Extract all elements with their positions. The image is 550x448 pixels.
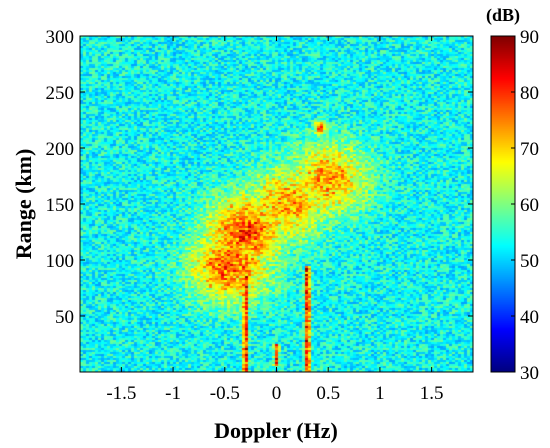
heatmap-plot: [80, 36, 473, 372]
y-tick-label: 100: [46, 251, 75, 272]
colorbar-tick-label: 50: [520, 251, 539, 272]
y-axis: 50 100 150 200 250 300: [46, 27, 473, 328]
x-tick-label: 1.5: [420, 383, 444, 404]
x-axis-title: Doppler (Hz): [214, 418, 338, 443]
colorbar-tick-label: 40: [520, 307, 539, 328]
x-axis: -1.5 -1 -0.5 0 0.5 1 1.5: [106, 36, 444, 404]
colorbar-axis: 30 40 50 60 70 80 90: [511, 27, 539, 384]
colorbar-unit-label: (dB): [486, 5, 520, 26]
y-tick-label: 50: [55, 307, 74, 328]
x-tick-label: -0.5: [210, 383, 240, 404]
x-tick-label: 1: [375, 383, 385, 404]
x-tick-label: 0.5: [316, 383, 340, 404]
colorbar-tick-label: 60: [520, 195, 539, 216]
y-tick-label: 150: [46, 195, 75, 216]
colorbar-tick-label: 80: [520, 83, 539, 104]
y-axis-title: Range (km): [11, 149, 36, 260]
y-tick-label: 300: [46, 27, 75, 48]
y-tick-label: 200: [46, 139, 75, 160]
x-tick-label: -1.5: [106, 383, 136, 404]
colorbar-tick-label: 30: [520, 363, 539, 384]
colorbar-tick-label: 90: [520, 27, 539, 48]
y-tick-label: 250: [46, 83, 75, 104]
colorbar-tick-label: 70: [520, 139, 539, 160]
plot-frame: [79, 35, 474, 373]
x-tick-label: 0: [272, 383, 282, 404]
x-tick-label: -1: [165, 383, 181, 404]
